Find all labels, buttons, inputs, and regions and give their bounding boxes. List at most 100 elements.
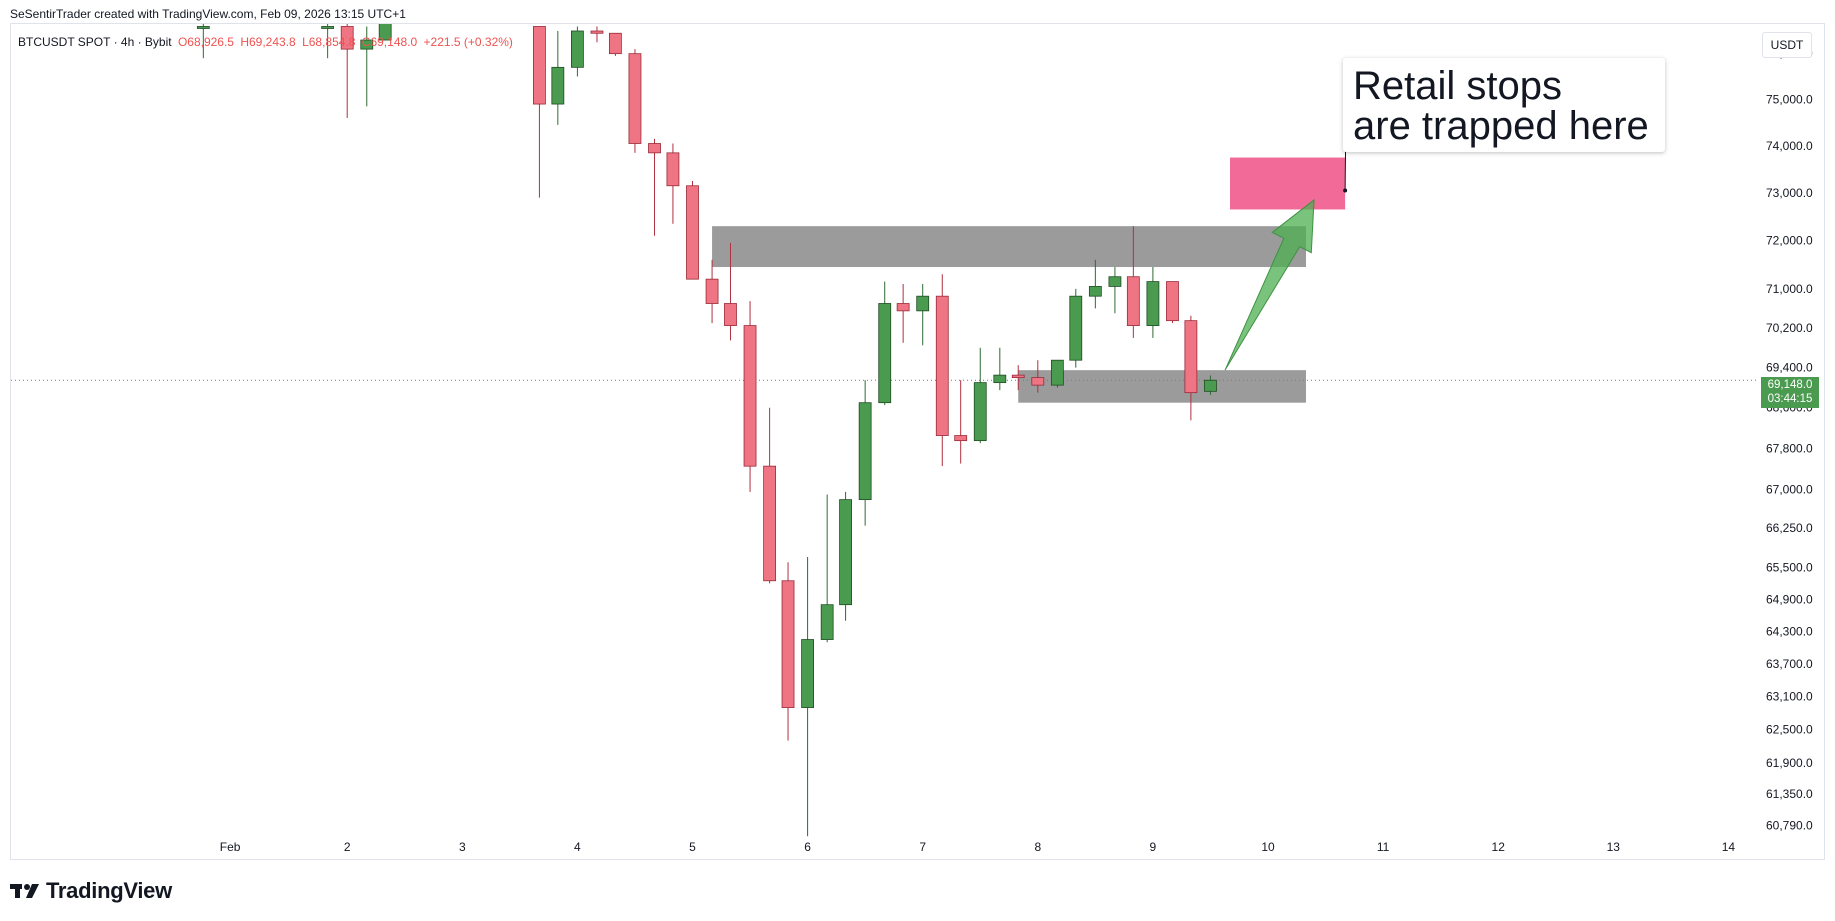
candle-body bbox=[196, 26, 210, 29]
candle[interactable] bbox=[1126, 226, 1140, 338]
candle[interactable] bbox=[360, 26, 374, 107]
annotation-callout[interactable]: Retail stops are trapped here bbox=[1343, 58, 1665, 152]
candle[interactable] bbox=[820, 494, 834, 643]
candle[interactable] bbox=[878, 281, 892, 406]
candle-body bbox=[1166, 281, 1179, 322]
last-price-tag: 69,148.0 03:44:15 bbox=[1761, 377, 1819, 408]
candle[interactable] bbox=[196, 22, 210, 59]
x-tick-label: 10 bbox=[1261, 840, 1275, 854]
ohlc-close: C69,148.0 bbox=[361, 35, 418, 49]
candle-body bbox=[705, 278, 719, 304]
candle-body bbox=[1050, 359, 1064, 386]
candle[interactable] bbox=[1146, 267, 1160, 338]
candle[interactable] bbox=[763, 407, 777, 584]
x-tick-label: 11 bbox=[1377, 840, 1390, 854]
candle[interactable] bbox=[551, 31, 565, 125]
y-tick-label: 69,400.0 bbox=[1766, 361, 1813, 375]
annotation-line-2: are trapped here bbox=[1353, 104, 1649, 148]
ohlc-high: H69,243.8 bbox=[240, 35, 296, 49]
y-tick-label: 64,300.0 bbox=[1766, 624, 1813, 638]
candle[interactable] bbox=[705, 259, 719, 324]
y-tick-label: 65,500.0 bbox=[1766, 561, 1813, 575]
currency-button[interactable]: USDT bbox=[1762, 32, 1812, 58]
candle[interactable] bbox=[1069, 288, 1083, 368]
candle[interactable] bbox=[1204, 375, 1217, 395]
candle[interactable] bbox=[973, 347, 987, 444]
x-tick-label: 5 bbox=[689, 840, 696, 854]
y-tick-label: 61,900.0 bbox=[1766, 756, 1813, 770]
candle-body bbox=[1108, 276, 1122, 287]
candle-body bbox=[1031, 377, 1045, 386]
tradingview-logo[interactable]: TradingView bbox=[10, 878, 172, 904]
candle[interactable] bbox=[1108, 267, 1122, 314]
candle[interactable] bbox=[648, 138, 661, 236]
candle-body bbox=[551, 66, 565, 105]
x-tick-label: 14 bbox=[1722, 840, 1736, 854]
candle[interactable] bbox=[628, 49, 642, 153]
x-tick-label: 3 bbox=[459, 840, 466, 854]
candle-body bbox=[973, 382, 987, 442]
y-tick-label: 71,000.0 bbox=[1766, 282, 1813, 296]
candle-body bbox=[993, 374, 1007, 384]
candle[interactable] bbox=[724, 242, 737, 341]
candle[interactable] bbox=[686, 181, 699, 280]
annotation-line-1: Retail stops bbox=[1353, 64, 1562, 108]
candle[interactable] bbox=[608, 32, 622, 56]
candle-body bbox=[608, 32, 622, 55]
chart-frame[interactable] bbox=[10, 23, 1825, 860]
plot-area bbox=[11, 17, 1756, 837]
candle[interactable] bbox=[1166, 281, 1179, 324]
candle[interactable] bbox=[1011, 365, 1025, 391]
candle-body bbox=[648, 143, 661, 154]
symbol-label[interactable]: BTCUSDT SPOT · 4h · Bybit bbox=[18, 35, 172, 49]
candle[interactable] bbox=[1031, 360, 1045, 393]
candle[interactable] bbox=[839, 491, 852, 621]
zone-box-1 bbox=[712, 226, 1306, 268]
candle[interactable] bbox=[590, 26, 604, 43]
candle-body bbox=[686, 185, 699, 280]
up-arrow bbox=[1224, 198, 1315, 371]
candle[interactable] bbox=[743, 301, 757, 492]
candle[interactable] bbox=[321, 22, 335, 59]
candle[interactable] bbox=[993, 347, 1007, 391]
candle[interactable] bbox=[1050, 359, 1064, 388]
y-tick-label: 62,500.0 bbox=[1766, 723, 1813, 737]
candle[interactable] bbox=[858, 380, 872, 526]
candle[interactable] bbox=[378, 17, 392, 41]
candle[interactable] bbox=[935, 274, 949, 467]
candle[interactable] bbox=[666, 143, 680, 224]
candle[interactable] bbox=[533, 26, 546, 198]
tradingview-logo-icon bbox=[10, 884, 39, 898]
x-tick-label: 4 bbox=[574, 840, 581, 854]
candle[interactable] bbox=[1088, 259, 1102, 309]
candle-body bbox=[1184, 320, 1198, 394]
y-tick-label: 67,800.0 bbox=[1766, 441, 1813, 455]
y-tick-label: 72,000.0 bbox=[1766, 234, 1813, 248]
x-tick-label: Feb bbox=[220, 840, 241, 854]
candle-body bbox=[628, 53, 642, 144]
y-tick-label: 67,000.0 bbox=[1766, 482, 1813, 496]
candle[interactable] bbox=[340, 22, 354, 118]
candle[interactable] bbox=[571, 26, 584, 77]
tradingview-logo-text: TradingView bbox=[46, 878, 172, 903]
candle[interactable] bbox=[916, 284, 930, 346]
x-tick-label: 2 bbox=[344, 840, 351, 854]
y-tick-label: 73,000.0 bbox=[1766, 186, 1813, 200]
ohlc-change: +221.5 (+0.32%) bbox=[423, 35, 513, 49]
candle-body bbox=[1011, 374, 1025, 379]
candle-body bbox=[801, 639, 814, 708]
candle[interactable] bbox=[781, 562, 795, 741]
candle-body bbox=[954, 435, 968, 442]
candle-body bbox=[571, 30, 584, 68]
candle[interactable] bbox=[954, 380, 968, 464]
candle[interactable] bbox=[1184, 315, 1198, 421]
candle[interactable] bbox=[896, 284, 910, 343]
candle-body bbox=[763, 465, 777, 582]
y-tick-label: 64,900.0 bbox=[1766, 592, 1813, 606]
candle[interactable] bbox=[801, 557, 814, 837]
candle-body bbox=[378, 24, 392, 41]
countdown-timer: 03:44:15 bbox=[1767, 393, 1813, 405]
y-tick-label: 74,000.0 bbox=[1766, 139, 1813, 153]
candle-body bbox=[743, 325, 757, 467]
